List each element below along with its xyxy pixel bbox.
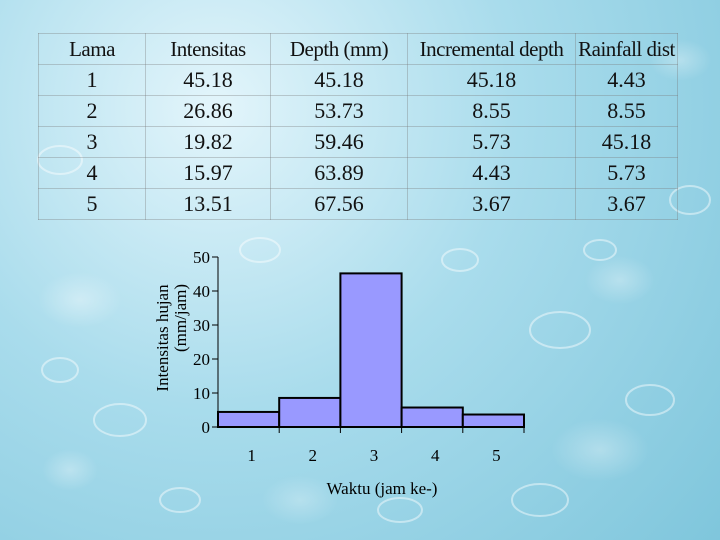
- table-cell: 45.18: [145, 64, 271, 96]
- rainfall-table: Lama Intensitas Depth (mm) Incremental d…: [38, 33, 678, 220]
- column-header-rainfall-dist: Rainfall dist: [575, 33, 678, 65]
- table-cell: 4: [38, 157, 146, 189]
- y-axis-label-line2: (mm/jam): [171, 284, 190, 352]
- x-axis-label: Waktu (jam ke-): [327, 479, 438, 498]
- table-cell: 4.43: [407, 157, 576, 189]
- table-cell: 45.18: [407, 64, 576, 96]
- x-tick-label: 1: [247, 446, 256, 465]
- x-tick-label: 5: [492, 446, 501, 465]
- bar-4: [400, 406, 464, 429]
- table-cell: 67.56: [270, 188, 408, 220]
- table-row: 4 15.97 63.89 4.43 5.73: [38, 157, 678, 189]
- x-tick-label: 2: [309, 446, 318, 465]
- table-cell: 63.89: [270, 157, 408, 189]
- column-header-depth: Depth (mm): [270, 33, 408, 65]
- table-row: 2 26.86 53.73 8.55 8.55: [38, 95, 678, 127]
- table-cell: 3.67: [407, 188, 576, 220]
- table-row: 1 45.18 45.18 45.18 4.43: [38, 64, 678, 96]
- table-cell: 59.46: [270, 126, 408, 158]
- x-tick-label: 4: [431, 446, 440, 465]
- table-cell: 45.18: [575, 126, 678, 158]
- x-tick-label: 3: [370, 446, 379, 465]
- bar-1: [217, 410, 281, 428]
- bar-2: [278, 396, 342, 428]
- table-cell: 53.73: [270, 95, 408, 127]
- y-tick-label: 50: [193, 248, 210, 267]
- table-row: 5 13.51 67.56 3.67 3.67: [38, 188, 678, 220]
- bar-3: [339, 272, 403, 428]
- table-cell: 26.86: [145, 95, 271, 127]
- table-cell: 19.82: [145, 126, 271, 158]
- y-tick-label: 40: [193, 282, 210, 301]
- y-tick-label: 30: [193, 316, 210, 335]
- column-header-intensitas: Intensitas: [145, 33, 271, 65]
- table-cell: 8.55: [575, 95, 678, 127]
- column-header-lama: Lama: [38, 33, 146, 65]
- y-axis-label-line1: Intensitas hujan: [153, 284, 172, 392]
- y-tick-label: 20: [193, 350, 210, 369]
- table-cell: 8.55: [407, 95, 576, 127]
- bar-5: [461, 413, 525, 429]
- table-cell: 5: [38, 188, 146, 220]
- table-cell: 4.43: [575, 64, 678, 96]
- table-cell: 15.97: [145, 157, 271, 189]
- table-cell: 13.51: [145, 188, 271, 220]
- y-tick-label: 10: [193, 384, 210, 403]
- y-tick-label: 0: [202, 418, 211, 437]
- table-cell: 45.18: [270, 64, 408, 96]
- table-cell: 3.67: [575, 188, 678, 220]
